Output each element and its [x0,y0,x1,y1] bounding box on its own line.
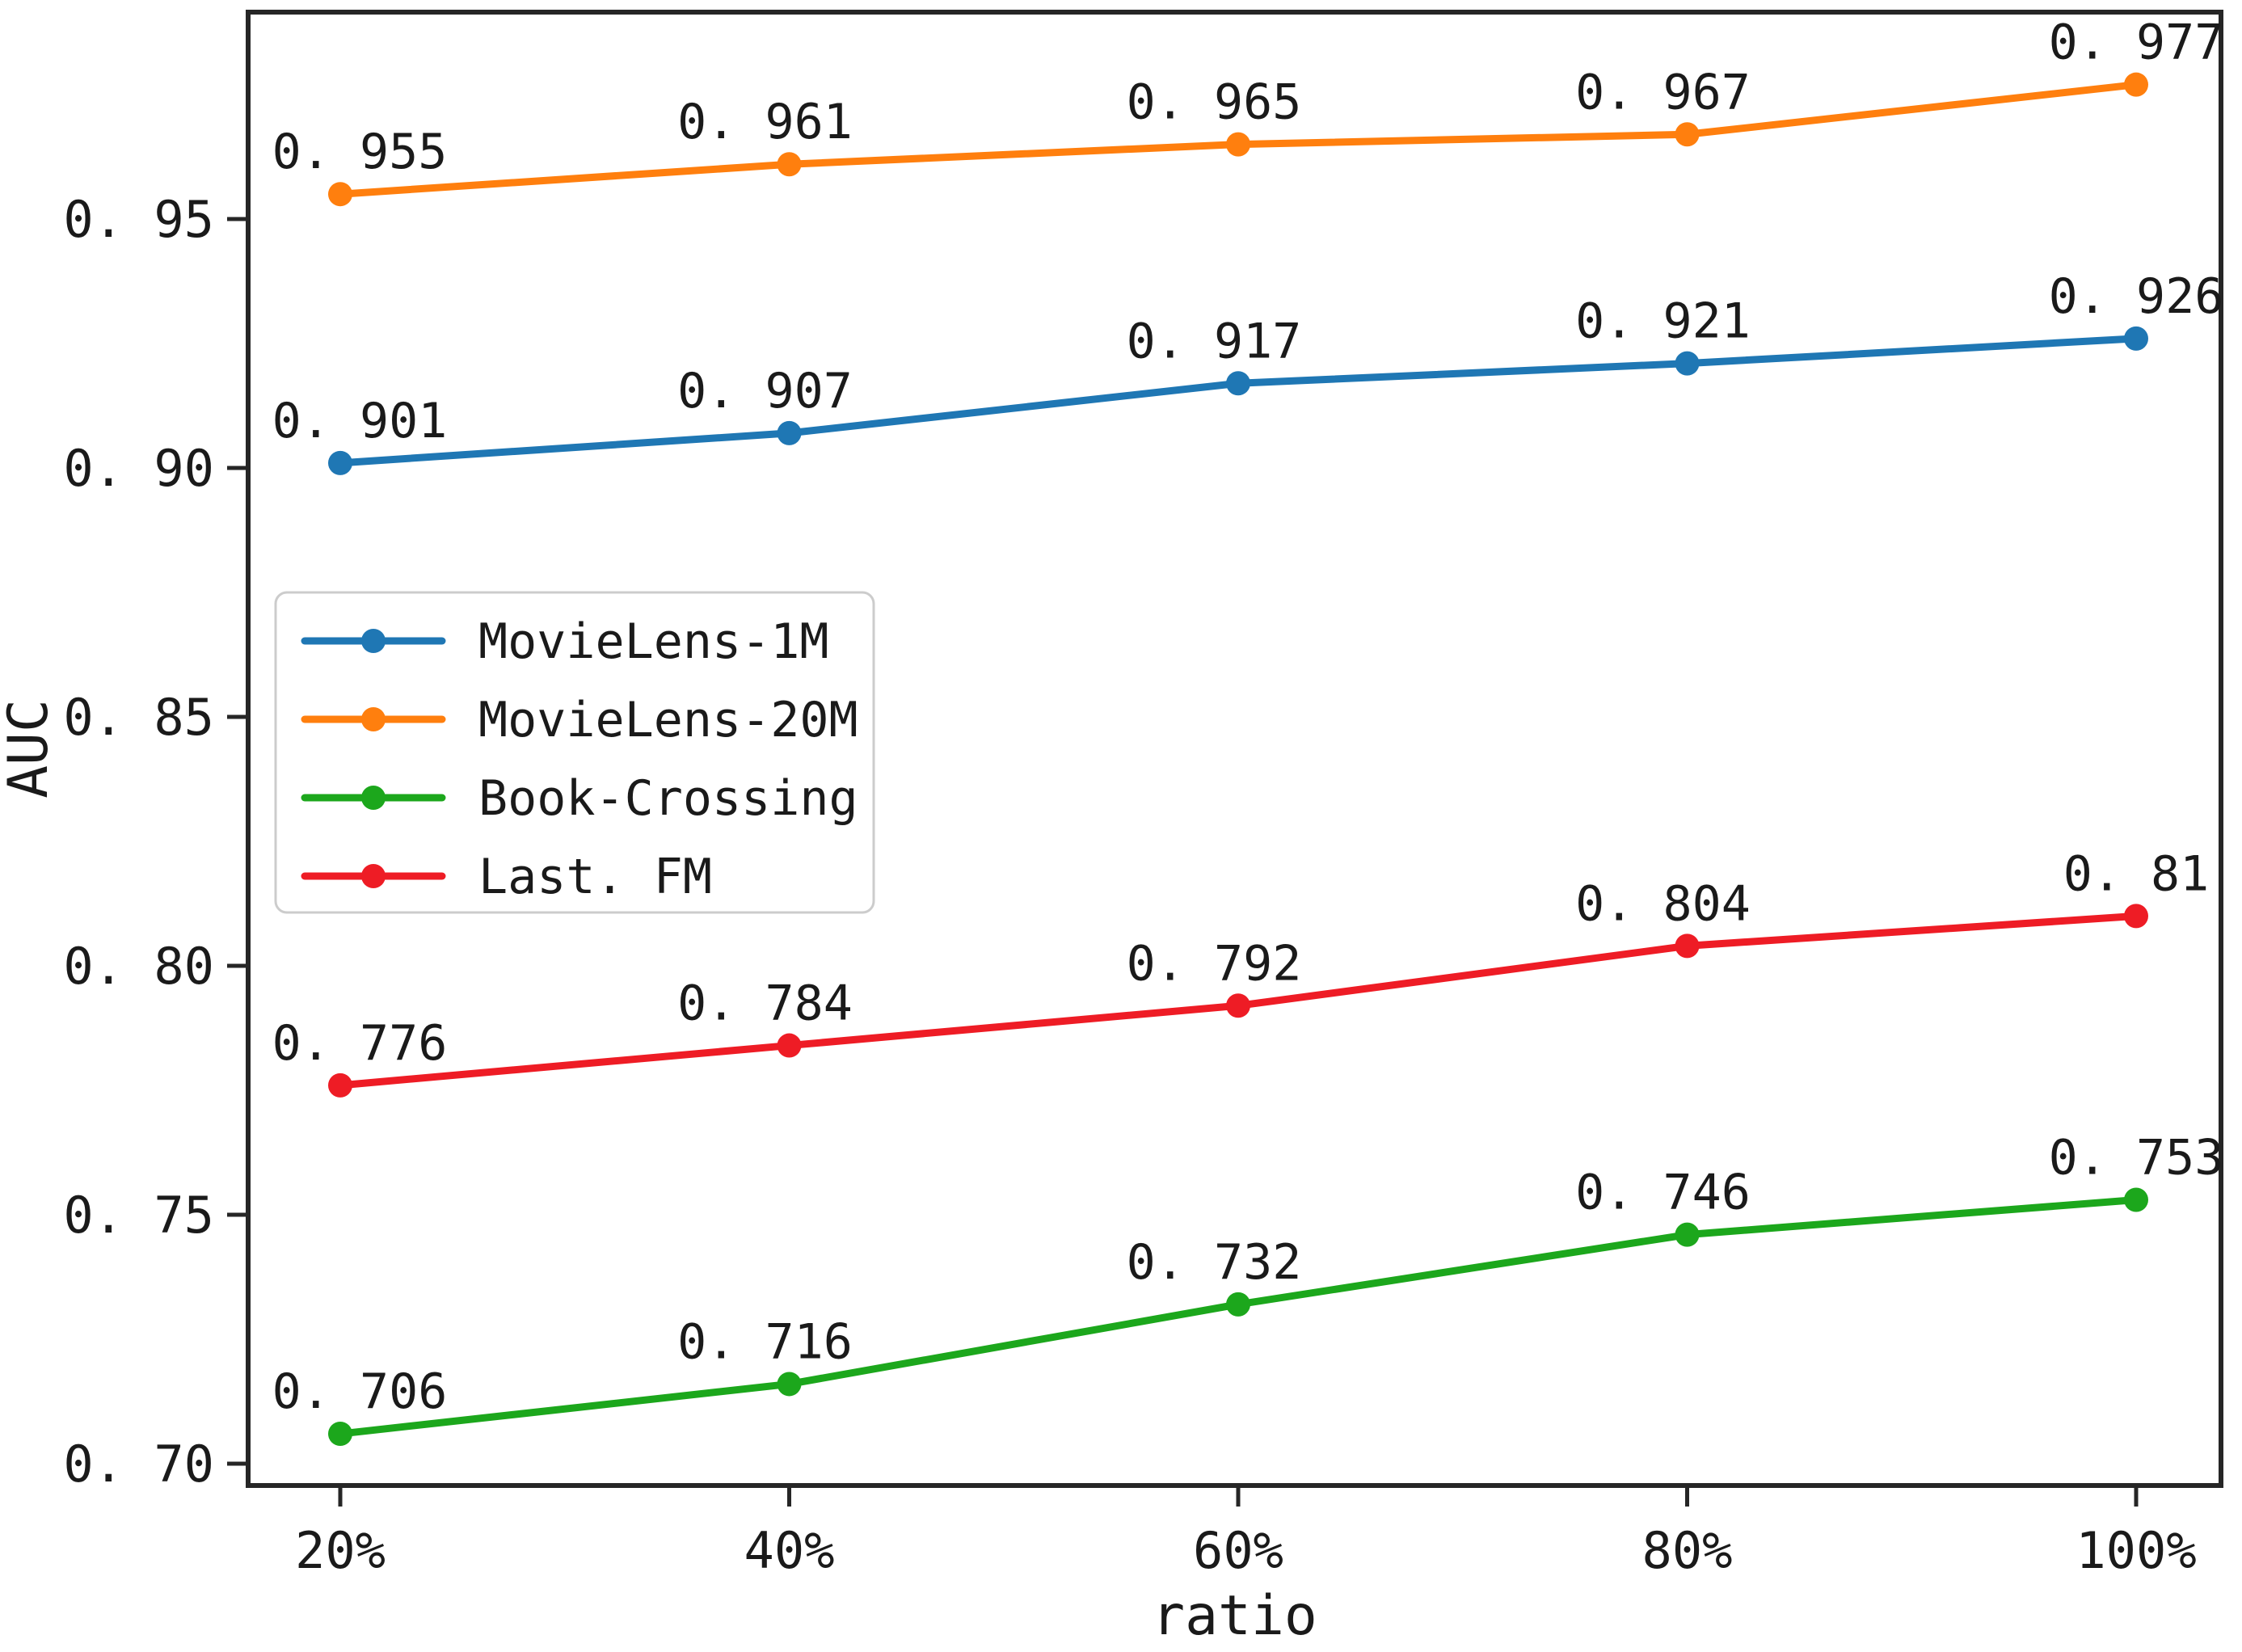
data-point-label: 0. 784 [677,976,853,1032]
x-tick-label: 80% [1642,1521,1733,1580]
data-point-label: 0. 776 [272,1015,448,1072]
data-point-marker [1226,132,1250,157]
legend-marker [361,629,386,653]
y-tick-label: 0. 90 [63,439,214,498]
data-point-label: 0. 917 [1127,313,1302,369]
y-tick-label: 0. 75 [63,1186,214,1245]
y-tick-label: 0. 70 [63,1435,214,1494]
x-axis-title: ratio [1152,1584,1317,1648]
legend-item-book-crossing: Book-Crossing [301,770,858,827]
data-point-label: 0. 804 [1575,875,1751,932]
data-point-label: 0. 746 [1575,1165,1751,1221]
data-point-label: 0. 965 [1127,74,1302,131]
x-tick-label: 40% [744,1521,835,1580]
data-point-marker [1675,351,1700,376]
legend-item-movielens-1m: MovieLens-1M [301,613,828,670]
data-point-label: 0. 926 [2049,268,2224,325]
data-point-label: 0. 706 [272,1363,448,1420]
data-point-label: 0. 901 [272,393,448,449]
data-point-marker [2124,326,2148,351]
legend-marker [361,707,386,731]
series-movielens-20m: 0. 955 0. 961 0. 965 0. 967 0. 977 [272,15,2224,207]
legend-marker [361,864,386,888]
y-tick-label: 0. 85 [63,688,214,747]
data-point-marker [1226,993,1250,1018]
data-point-marker [1226,371,1250,396]
data-point-label: 0. 955 [272,124,448,180]
x-tick-label: 100% [2076,1521,2196,1580]
data-point-label: 0. 961 [677,94,853,150]
data-point-marker [777,420,802,445]
data-point-marker [328,1422,352,1447]
data-point-label: 0. 732 [1127,1234,1302,1291]
data-point-marker [328,182,352,207]
data-point-marker [328,450,352,475]
legend-item-movielens-20m: MovieLens-20M [301,692,858,748]
data-point-marker [777,152,802,177]
y-tick-label: 0. 95 [63,190,214,249]
legend-label: Book-Crossing [478,770,858,827]
data-point-marker [1675,933,1700,959]
y-tick-label: 0. 80 [63,937,214,996]
data-point-marker [1675,1222,1700,1247]
legend-label: MovieLens-20M [478,692,858,748]
data-point-marker [2124,904,2148,929]
data-point-marker [777,1372,802,1397]
series-movielens-1m: 0. 901 0. 907 0. 917 0. 921 0. 926 [272,268,2224,475]
series-last-fm: 0. 776 0. 784 0. 792 0. 804 0. 81 [272,845,2210,1098]
legend-item-last-fm: Last. FM [301,849,712,905]
data-point-label: 0. 921 [1575,293,1751,350]
legend: MovieLens-1M MovieLens-20M Book-Crossing La… [274,591,875,914]
data-point-label: 0. 967 [1575,64,1751,120]
data-point-marker [2124,72,2148,97]
x-tick-label: 60% [1193,1521,1283,1580]
plot-frame [246,10,2223,1488]
legend-box [274,591,875,914]
y-axis-title: AUC [0,699,61,799]
legend-label: MovieLens-1M [478,613,828,670]
data-point-label: 0. 792 [1127,935,1302,992]
data-point-label: 0. 716 [677,1313,853,1370]
data-point-marker [777,1033,802,1058]
data-point-marker [2124,1187,2148,1212]
x-tick-label: 20% [295,1521,386,1580]
data-point-marker [328,1073,352,1098]
legend-label: Last. FM [478,849,712,905]
data-point-label: 0. 907 [677,363,853,419]
data-point-label: 0. 81 [2063,845,2210,902]
data-point-label: 0. 753 [2049,1130,2224,1186]
legend-marker [361,786,386,810]
series-book-crossing: 0. 706 0. 716 0. 732 0. 746 0. 753 [272,1130,2224,1447]
data-point-label: 0. 977 [2049,15,2224,71]
data-point-marker [1675,122,1700,147]
data-point-marker [1226,1292,1250,1317]
